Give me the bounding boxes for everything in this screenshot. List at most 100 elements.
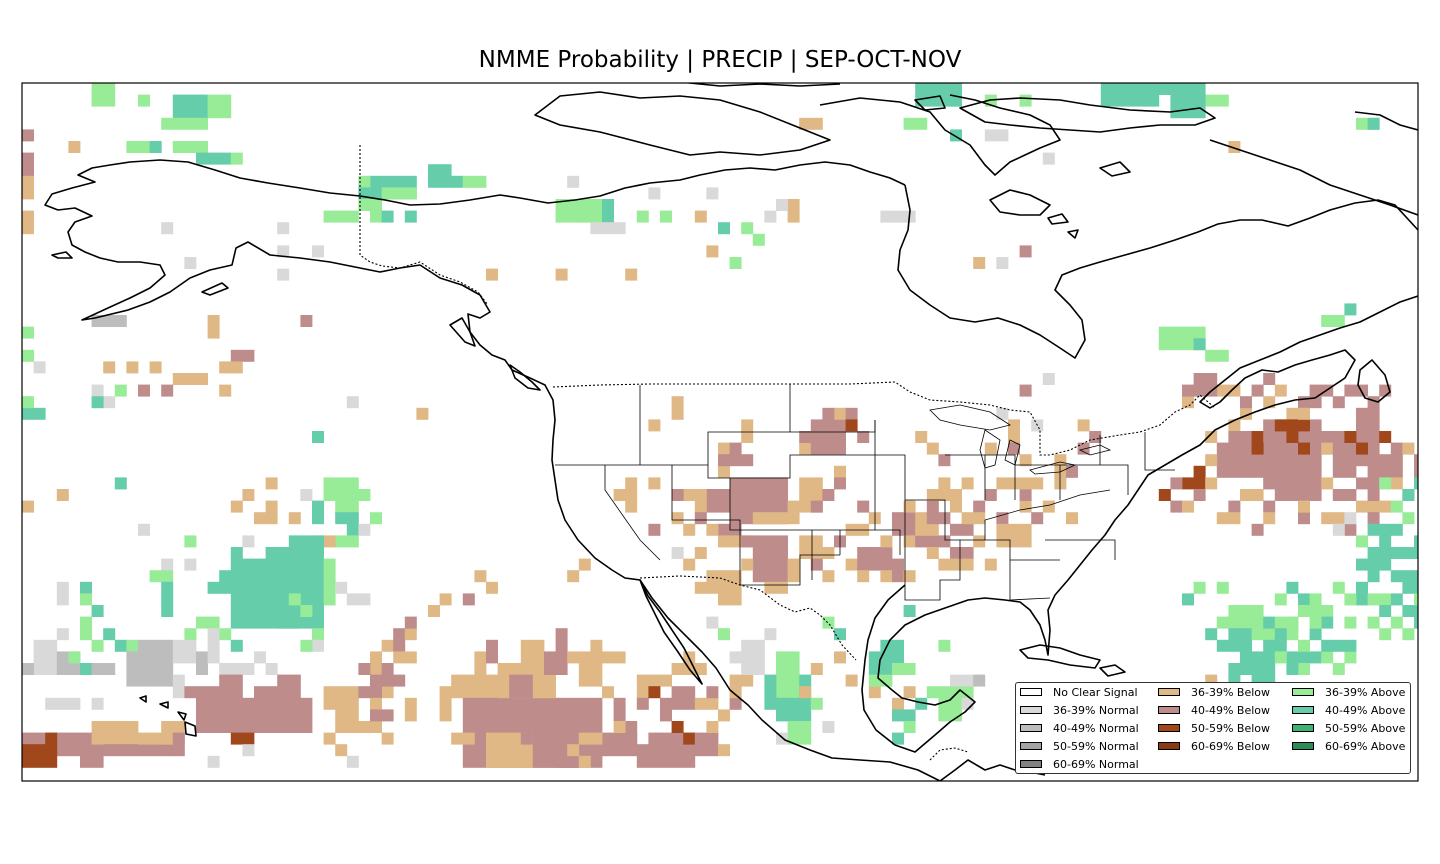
forecast-cell <box>729 442 742 455</box>
forecast-cell <box>567 651 603 664</box>
forecast-cell <box>706 686 719 699</box>
forecast-cell <box>706 187 719 200</box>
forecast-cell <box>822 570 835 583</box>
forecast-cell <box>961 477 974 490</box>
forecast-cell <box>184 558 197 571</box>
political-borders <box>359 145 1216 761</box>
legend-label: 40-49% Normal <box>1053 721 1139 735</box>
forecast-cell <box>764 674 777 710</box>
forecast-cell <box>358 523 371 536</box>
forecast-cell <box>230 547 243 559</box>
forecast-cell <box>1367 512 1380 525</box>
forecast-cell <box>1344 639 1357 652</box>
forecast-cell <box>300 639 313 652</box>
forecast-cell <box>242 744 255 757</box>
forecast-cell <box>22 152 34 177</box>
forecast-cell <box>822 721 835 733</box>
forecast-cell <box>1286 431 1299 443</box>
baffin <box>1209 139 1418 216</box>
forecast-cell <box>1286 616 1299 629</box>
forecast-cell <box>312 500 324 525</box>
forecast-cell <box>903 721 916 733</box>
great-lakes <box>929 404 1112 475</box>
forecast-cell <box>1379 628 1392 641</box>
forecast-cell <box>486 639 498 664</box>
forecast-cell <box>671 721 684 733</box>
forecast-cell <box>335 744 348 757</box>
forecast-cell <box>358 199 382 211</box>
forecast-cell <box>1274 651 1287 664</box>
forecast-cell <box>184 628 197 641</box>
forecast-cell <box>1367 117 1380 130</box>
forecast-cell <box>903 686 916 699</box>
forecast-cell <box>196 697 301 733</box>
forecast-cell <box>1019 454 1032 467</box>
forecast-cell <box>22 396 34 409</box>
forecast-cell <box>926 547 939 559</box>
forecast-cell <box>1193 465 1206 478</box>
forecast-cell <box>1298 500 1310 513</box>
forecast-cell <box>439 593 452 606</box>
forecast-cell <box>323 686 359 710</box>
forecast-cell <box>1240 651 1276 664</box>
forecast-cell <box>520 732 533 745</box>
legend-label: 60-69% Below <box>1191 739 1271 753</box>
forecast-cell <box>370 210 382 223</box>
forecast-cell <box>752 547 788 583</box>
forecast-cell <box>636 697 649 710</box>
forecast-cell <box>126 639 139 652</box>
alaska-island <box>201 282 229 296</box>
forecast-cell <box>880 210 916 223</box>
arctic-island-6 <box>1099 161 1131 177</box>
forecast-cell <box>126 651 139 687</box>
forecast-cell <box>207 315 220 339</box>
forecast-cell <box>149 361 162 374</box>
forecast-cell <box>277 674 301 687</box>
forecast-cell <box>1205 349 1229 362</box>
forecast-cell <box>230 500 243 513</box>
forecast-cell <box>520 639 545 664</box>
forecast-cell <box>1286 663 1299 675</box>
forecast-cell <box>880 570 893 583</box>
baja-california <box>639 579 703 685</box>
forecast-cell <box>729 257 742 269</box>
forecast-cell <box>277 616 301 629</box>
forecast-cell <box>486 268 498 281</box>
forecast-cell <box>602 199 614 223</box>
forecast-cell <box>56 489 69 501</box>
forecast-cell <box>950 674 974 687</box>
forecast-cell <box>694 663 707 675</box>
forecast-cell <box>254 512 278 525</box>
forecast-cell <box>1216 581 1229 594</box>
forecast-cell <box>230 349 255 362</box>
forecast-cell <box>950 489 962 501</box>
arctic-island-5 <box>989 189 1051 216</box>
forecast-cell <box>810 500 823 513</box>
forecast-cell <box>799 442 812 455</box>
forecast-cell <box>810 558 823 571</box>
forecast-cell <box>207 755 220 768</box>
forecast-cell <box>613 489 638 501</box>
forecast-cell <box>1228 663 1276 675</box>
forecast-cell <box>1042 152 1055 165</box>
forecast-cell <box>1332 512 1345 525</box>
forecast-cell <box>161 581 174 617</box>
forecast-cell <box>799 535 823 559</box>
forecast-cell <box>799 686 812 699</box>
forecast-cell <box>462 175 487 188</box>
forecast-cell <box>254 651 266 664</box>
forecast-cell <box>68 651 81 664</box>
forecast-cell <box>462 593 475 606</box>
forecast-cell <box>1309 384 1334 397</box>
forecast-cell <box>1263 373 1276 385</box>
forecast-cell <box>1402 442 1415 455</box>
forecast-cell <box>706 616 719 629</box>
forecast-cell <box>683 558 696 571</box>
forecast-cell <box>671 663 696 675</box>
forecast-cell <box>625 268 638 281</box>
legend-label: 50-59% Below <box>1191 721 1271 735</box>
us-canada-border <box>552 381 1216 456</box>
forecast-cell <box>196 616 220 629</box>
forecast-cell <box>103 396 116 409</box>
forecast-cell <box>1205 628 1218 641</box>
